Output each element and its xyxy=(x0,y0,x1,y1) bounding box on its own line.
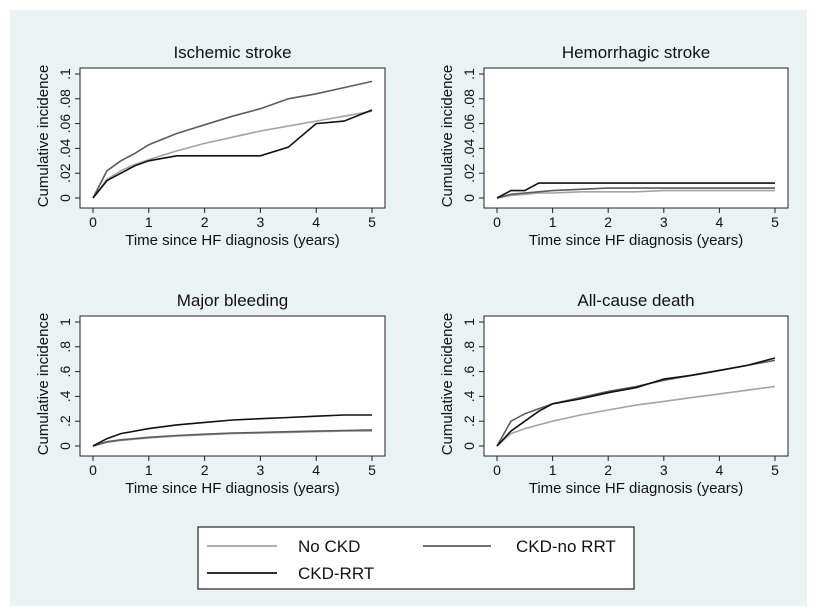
y-tick-label: .2 xyxy=(57,415,73,427)
y-tick-label: .04 xyxy=(57,138,73,158)
y-tick-label: .08 xyxy=(461,89,477,109)
x-tick-label: 4 xyxy=(312,214,320,230)
y-axis-title: Cumulative incidence xyxy=(439,313,456,456)
x-tick-label: 3 xyxy=(257,214,265,230)
y-tick-label: 1 xyxy=(57,318,73,326)
x-tick-label: 4 xyxy=(716,462,724,478)
plot-area xyxy=(483,67,789,209)
x-tick-label: 0 xyxy=(493,214,501,230)
y-tick-label: 1 xyxy=(461,318,477,326)
x-tick-label: 4 xyxy=(716,214,724,230)
x-tick-label: 3 xyxy=(660,462,668,478)
plot-area xyxy=(79,315,386,457)
chart-title: All-cause death xyxy=(577,291,694,310)
x-tick-label: 3 xyxy=(257,462,265,478)
legend-label: No CKD xyxy=(298,537,360,556)
x-tick-label: 5 xyxy=(771,462,779,478)
x-tick-label: 0 xyxy=(493,462,501,478)
x-tick-label: 3 xyxy=(660,214,668,230)
y-axis-title: Cumulative incidence xyxy=(439,65,456,208)
y-tick-label: .1 xyxy=(461,68,477,80)
chart-title: Ischemic stroke xyxy=(173,43,291,62)
y-tick-label: 0 xyxy=(461,194,477,202)
x-tick-label: 2 xyxy=(201,214,209,230)
x-axis-title: Time since HF diagnosis (years) xyxy=(125,480,340,497)
x-axis-title: Time since HF diagnosis (years) xyxy=(529,480,744,497)
legend-label: CKD-no RRT xyxy=(516,537,616,556)
y-axis-title: Cumulative incidence xyxy=(35,313,52,456)
chart-title: Major bleeding xyxy=(177,291,289,310)
x-tick-label: 5 xyxy=(771,214,779,230)
x-tick-label: 2 xyxy=(201,462,209,478)
series-line xyxy=(496,182,775,199)
y-tick-label: .4 xyxy=(461,390,477,402)
y-tick-label: .1 xyxy=(57,68,73,80)
y-tick-label: .06 xyxy=(461,114,477,134)
series-line xyxy=(92,429,373,447)
series-line xyxy=(92,110,373,199)
x-axis-title: Time since HF diagnosis (years) xyxy=(529,232,744,249)
x-tick-label: 2 xyxy=(604,462,612,478)
y-tick-label: .02 xyxy=(461,163,477,183)
y-tick-label: 0 xyxy=(57,442,73,450)
y-tick-label: .6 xyxy=(461,366,477,378)
y-tick-label: .02 xyxy=(57,163,73,183)
series-line xyxy=(496,189,775,199)
x-tick-label: 4 xyxy=(312,462,320,478)
series-line xyxy=(92,414,372,447)
x-tick-label: 0 xyxy=(89,462,97,478)
x-tick-label: 5 xyxy=(368,462,376,478)
y-tick-label: .06 xyxy=(57,114,73,134)
y-tick-label: .8 xyxy=(57,341,73,353)
x-tick-label: 0 xyxy=(89,214,97,230)
y-tick-label: .2 xyxy=(461,415,477,427)
x-tick-label: 1 xyxy=(549,214,557,230)
y-tick-label: 0 xyxy=(57,194,73,202)
series-line xyxy=(92,109,373,199)
legend-box xyxy=(197,526,635,590)
y-tick-label: .08 xyxy=(57,89,73,109)
x-tick-label: 1 xyxy=(549,462,557,478)
y-tick-label: .8 xyxy=(461,341,477,353)
series-line xyxy=(496,357,776,447)
x-axis-title: Time since HF diagnosis (years) xyxy=(125,232,340,249)
series-line xyxy=(496,187,775,199)
y-tick-label: .6 xyxy=(57,366,73,378)
y-tick-label: 0 xyxy=(461,442,477,450)
x-tick-label: 5 xyxy=(368,214,376,230)
series-line xyxy=(92,80,373,199)
y-tick-label: .4 xyxy=(57,390,73,402)
x-tick-label: 2 xyxy=(604,214,612,230)
legend-label: CKD-RRT xyxy=(298,564,374,583)
y-axis-title: Cumulative incidence xyxy=(35,65,52,208)
series-line xyxy=(496,385,776,447)
x-tick-label: 1 xyxy=(145,462,153,478)
y-tick-label: .04 xyxy=(461,138,477,158)
x-tick-label: 1 xyxy=(145,214,153,230)
chart-title: Hemorrhagic stroke xyxy=(562,43,710,62)
